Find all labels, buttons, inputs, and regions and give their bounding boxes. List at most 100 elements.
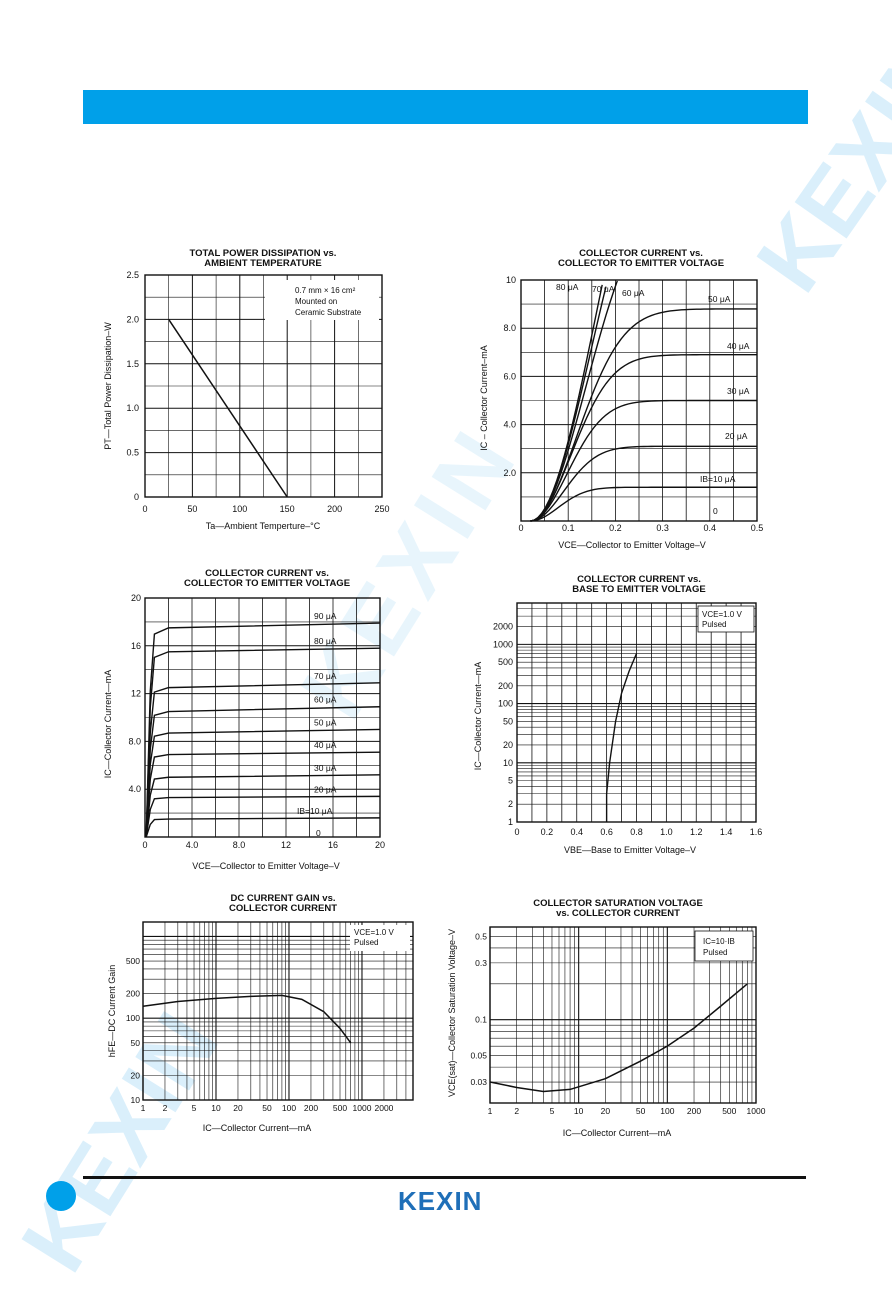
- x-tick-label: 10: [574, 1106, 584, 1116]
- x-tick-label: 200: [687, 1106, 701, 1116]
- x-tick-label: 2000: [374, 1103, 393, 1113]
- y-tick-label: 0.3: [475, 958, 487, 968]
- x-tick-label: 1.0: [660, 827, 673, 837]
- x-tick-label: 150: [280, 504, 295, 514]
- annotation-text: 0.7 mm × 16 cm²: [295, 286, 356, 295]
- x-axis-label: VCE—Collector to Emitter Voltage–V: [192, 861, 340, 871]
- x-tick-label: 1000: [747, 1106, 766, 1116]
- x-tick-label: 100: [660, 1106, 674, 1116]
- series-label: 80 μA: [314, 636, 337, 646]
- series-label: 80 μA: [556, 282, 579, 292]
- plot-frame: [142, 921, 414, 1101]
- x-tick-label: 8.0: [233, 840, 246, 850]
- y-tick-label: 0.5: [475, 931, 487, 941]
- x-tick-label: 1.2: [690, 827, 703, 837]
- y-tick-label: 12: [131, 689, 141, 699]
- x-tick-label: 0: [518, 523, 523, 533]
- annotation-text: Pulsed: [354, 938, 378, 947]
- series-label-zero: 0: [316, 828, 321, 838]
- series-label: 50 μA: [708, 294, 731, 304]
- x-tick-label: 0.4: [704, 523, 717, 533]
- x-tick-label: 20: [375, 840, 385, 850]
- series-curve: [530, 399, 757, 522]
- x-axis-label: Ta—Ambient Temperture–°C: [206, 521, 321, 531]
- annotation-text: Ceramic Substrate: [295, 308, 362, 317]
- y-tick-label: 50: [131, 1038, 141, 1048]
- series-label: 60 μA: [622, 288, 645, 298]
- x-tick-label: 200: [304, 1103, 318, 1113]
- y-tick-label: 500: [126, 956, 140, 966]
- x-tick-label: 0: [514, 827, 519, 837]
- annotation-text: IC=10·IB: [703, 937, 735, 946]
- charts-canvas: TOTAL POWER DISSIPATION vs.AMBIENT TEMPE…: [103, 248, 766, 1138]
- plot-frame: [144, 274, 383, 498]
- x-tick-label: 2: [514, 1106, 519, 1116]
- x-tick-label: 0.2: [609, 523, 622, 533]
- y-tick-label: 2: [508, 799, 513, 809]
- annotation-text: Pulsed: [702, 620, 726, 629]
- y-tick-label: 8.0: [503, 323, 516, 333]
- series-label: IB=10 μA: [297, 806, 333, 816]
- x-tick-label: 2: [163, 1103, 168, 1113]
- y-tick-label: 2.0: [503, 468, 516, 478]
- y-tick-label: 1.5: [126, 359, 139, 369]
- y-tick-label: 0.1: [475, 1015, 487, 1025]
- y-axis-label: IC—Collector Current—mA: [103, 670, 113, 779]
- page-marker: [46, 1181, 76, 1211]
- y-tick-label: 5: [508, 776, 513, 786]
- y-tick-label: 2.5: [126, 270, 139, 280]
- x-tick-label: 5: [550, 1106, 555, 1116]
- series-label: 50 μA: [314, 717, 337, 727]
- plot-frame: [144, 597, 381, 838]
- x-axis-label: IC—Collector Current—mA: [563, 1128, 672, 1138]
- chart-title: AMBIENT TEMPERATURE: [204, 258, 322, 269]
- x-tick-label: 10: [211, 1103, 221, 1113]
- chart-title: vs. COLLECTOR CURRENT: [556, 908, 680, 919]
- y-tick-label: 2.0: [126, 314, 139, 324]
- x-tick-label: 0.2: [541, 827, 554, 837]
- series-label: 70 μA: [314, 671, 337, 681]
- series-curve: [145, 751, 381, 838]
- chart-title: COLLECTOR CURRENT: [229, 903, 337, 914]
- x-tick-label: 0.3: [656, 523, 669, 533]
- series-curve: [530, 284, 603, 522]
- y-tick-label: 0.05: [470, 1051, 487, 1061]
- series-curve: [145, 795, 381, 838]
- series-curve: [489, 983, 748, 1093]
- y-axis-label: VCE(sat)—Collector Saturation Voltage–V: [447, 929, 457, 1097]
- y-tick-label: 20: [131, 1070, 141, 1080]
- x-tick-label: 1: [488, 1106, 493, 1116]
- chart-ic-vce-low: COLLECTOR CURRENT vs.COLLECTOR TO EMITTE…: [479, 248, 763, 550]
- annotation-box: [697, 605, 755, 633]
- x-tick-label: 250: [374, 504, 389, 514]
- y-tick-label: 4.0: [128, 784, 141, 794]
- annotation-text: Pulsed: [703, 948, 727, 957]
- x-tick-label: 1: [141, 1103, 146, 1113]
- plot-frame: [489, 926, 757, 1104]
- annotation-box: [265, 280, 379, 320]
- x-tick-label: 100: [282, 1103, 296, 1113]
- series-curve: [530, 280, 618, 522]
- y-axis-label: PT—Total Power Dissipation–W: [103, 322, 113, 450]
- x-axis-label: VCE—Collector to Emitter Voltage–V: [558, 540, 706, 550]
- chart-title: COLLECTOR SATURATION VOLTAGE: [533, 898, 703, 909]
- series-curve: [530, 486, 757, 522]
- y-tick-label: 500: [498, 657, 513, 667]
- chart-title: COLLECTOR CURRENT vs.: [205, 568, 329, 579]
- x-axis-label: VBE—Base to Emitter Voltage–V: [564, 845, 696, 855]
- y-tick-label: 50: [503, 716, 513, 726]
- x-tick-label: 0.1: [562, 523, 575, 533]
- y-tick-label: 10: [503, 758, 513, 768]
- y-tick-label: 10: [506, 275, 516, 285]
- chart-title: COLLECTOR CURRENT vs.: [577, 574, 701, 585]
- series-curve: [145, 774, 381, 838]
- y-tick-label: 2000: [493, 622, 513, 632]
- annotation-box: [694, 930, 754, 962]
- y-tick-label: 8.0: [128, 736, 141, 746]
- x-tick-label: 50: [636, 1106, 646, 1116]
- series-curve: [605, 653, 638, 822]
- chart-title: TOTAL POWER DISSIPATION vs.: [190, 248, 337, 259]
- y-tick-label: 6.0: [503, 371, 516, 381]
- chart-ic-vbe: COLLECTOR CURRENT vs.BASE TO EMITTER VOL…: [473, 574, 762, 855]
- annotation-text: VCE=1.0 V: [354, 928, 394, 937]
